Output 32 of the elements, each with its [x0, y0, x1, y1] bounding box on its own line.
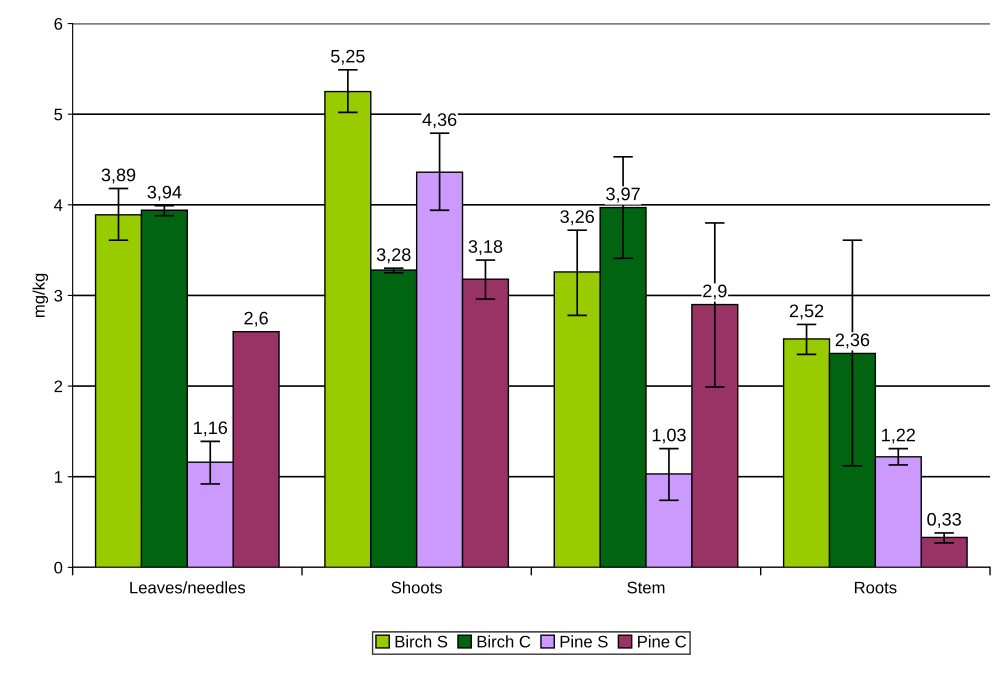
y-tick-label: 0: [54, 562, 62, 574]
x-tick-label: Shoots: [391, 581, 442, 594]
data-label: 3,97: [606, 188, 640, 202]
legend-label: Birch S: [396, 635, 448, 648]
data-label: 2,36: [836, 333, 870, 348]
data-label: 1,16: [194, 421, 228, 436]
data-label: 3,28: [376, 248, 411, 264]
data-label: 2,52: [790, 304, 824, 320]
y-tick-label: 1: [54, 471, 62, 483]
y-axis-title: mg/kg: [32, 274, 48, 318]
data-label: 4,36: [422, 113, 456, 128]
data-label: 1,22: [882, 428, 915, 444]
x-tick-label: Roots: [854, 582, 897, 594]
data-label: 2,6: [244, 312, 268, 327]
data-label: 5,25: [331, 50, 365, 65]
legend-label: Birch C: [478, 635, 530, 648]
data-label: 3,18: [468, 240, 502, 256]
x-tick-label: Stem: [627, 582, 664, 594]
y-tick-label: 3: [54, 290, 62, 302]
y-tick-label: 5: [54, 108, 62, 120]
y-tick-label: 4: [54, 199, 62, 211]
legend-label: Pine C: [638, 635, 686, 648]
data-label: 2,9: [703, 284, 727, 300]
data-label: 3,26: [560, 210, 594, 226]
data-label: 1,03: [652, 428, 686, 444]
data-label: 0,33: [927, 512, 961, 528]
data-label: 3,89: [102, 168, 136, 184]
y-tick-label: 6: [54, 18, 62, 30]
data-label: 3,94: [147, 186, 182, 201]
x-tick-label: Leaves/needles: [130, 581, 246, 594]
legend-label: Pine S: [560, 635, 608, 648]
y-tick-label: 2: [54, 380, 62, 392]
